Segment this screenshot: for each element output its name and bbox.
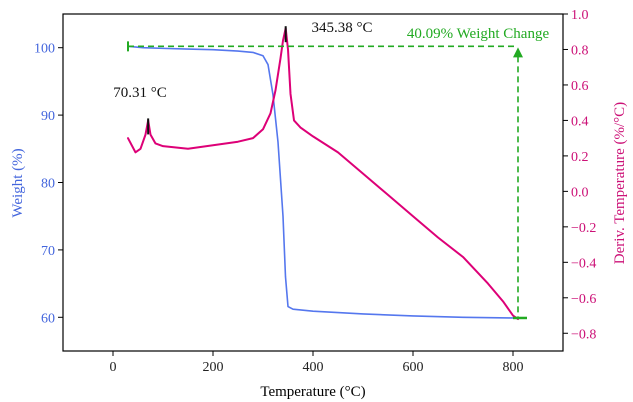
- deriv-curve: [127, 27, 519, 321]
- plot-frame: [62, 13, 564, 352]
- right-tick-label: −0.2: [571, 221, 596, 236]
- plot-area: 0 200 400 600 800 60 70 80 90 100 −0.8 −0.6 −0.4 −0.2…: [34, 8, 596, 375]
- right-tick-label: 0.2: [571, 150, 589, 165]
- curves: [127, 27, 519, 321]
- x-tick-label: 0: [110, 360, 117, 375]
- x-axis-label: Temperature (°C): [260, 384, 365, 400]
- peak-label-345: 345.38 °C: [311, 20, 372, 36]
- right-tick-label: 0.8: [571, 43, 589, 58]
- left-tick-label: 100: [34, 42, 55, 57]
- axis-ticks: 0 200 400 600 800 60 70 80 90 100 −0.8 −0.6 −0.4 −0.2…: [34, 8, 596, 375]
- x-tick-label: 600: [403, 360, 424, 375]
- right-tick-label: 0.6: [571, 79, 589, 94]
- right-tick-label: −0.4: [571, 256, 596, 271]
- annotations: [127, 26, 527, 320]
- left-tick-label: 90: [41, 109, 55, 124]
- x-tick-label: 800: [503, 360, 524, 375]
- right-tick-label: −0.6: [571, 292, 596, 307]
- weight-change-label: 40.09% Weight Change: [407, 26, 550, 42]
- right-y-axis-label: Deriv. Temperature (%/°C): [612, 102, 628, 264]
- right-tick-label: 1.0: [571, 8, 589, 23]
- right-tick-label: 0.4: [571, 114, 589, 129]
- right-tick-label: −0.8: [571, 327, 596, 342]
- x-tick-label: 200: [203, 360, 224, 375]
- peak-label-70: 70.31 °C: [113, 85, 167, 101]
- weight-curve: [127, 45, 519, 319]
- left-tick-label: 80: [41, 177, 55, 192]
- x-tick-label: 400: [303, 360, 324, 375]
- weight-change-arrowhead: [513, 47, 523, 58]
- left-tick-label: 60: [41, 311, 55, 326]
- left-y-axis-label: Weight (%): [10, 148, 26, 217]
- left-tick-label: 70: [41, 244, 55, 259]
- right-tick-label: 0.0: [571, 185, 589, 200]
